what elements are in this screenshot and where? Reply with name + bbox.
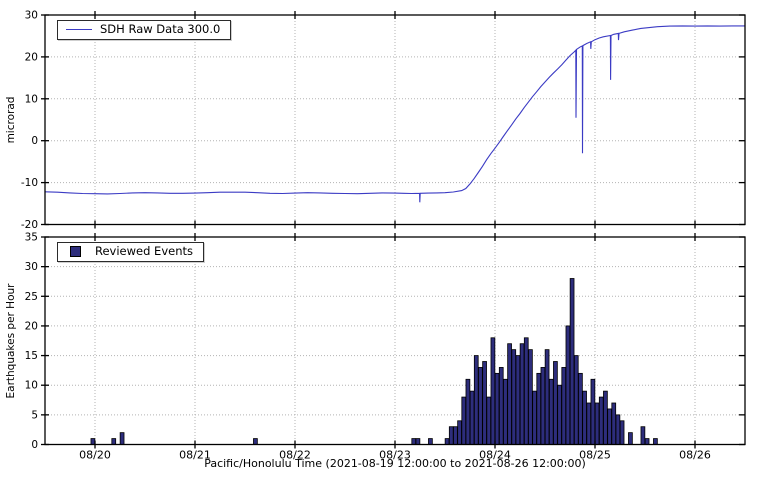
y-tick-label: 5 bbox=[31, 409, 38, 421]
event-bar bbox=[453, 426, 458, 445]
event-bar bbox=[565, 325, 571, 445]
y-tick-label: 10 bbox=[25, 93, 38, 105]
event-bar bbox=[511, 349, 517, 445]
legend-reviewed-events: Reviewed Events bbox=[57, 242, 204, 262]
legend-events-label: Reviewed Events bbox=[95, 244, 193, 258]
event-bar bbox=[411, 438, 417, 445]
y-tick-label: 15 bbox=[25, 350, 38, 362]
x-axis-label: Pacific/Honolulu Time (2021-08-19 12:00:… bbox=[204, 457, 586, 470]
event-bar bbox=[444, 438, 450, 445]
event-bar bbox=[557, 384, 562, 445]
event-bar bbox=[628, 432, 633, 445]
axes-box bbox=[44, 236, 746, 446]
event-bar bbox=[507, 343, 512, 445]
event-bar bbox=[603, 390, 608, 445]
event-bar bbox=[486, 396, 492, 445]
event-bar bbox=[619, 420, 625, 445]
event-bar bbox=[615, 414, 621, 445]
event-bar bbox=[644, 438, 650, 445]
event-bar bbox=[515, 355, 521, 445]
event-bar bbox=[253, 438, 258, 445]
x-tick-label: 08/24 bbox=[479, 449, 511, 462]
event-bar bbox=[90, 438, 96, 445]
event-bar bbox=[461, 396, 467, 445]
y-tick-label: 30 bbox=[25, 261, 38, 273]
event-bar bbox=[553, 361, 558, 445]
event-bar bbox=[503, 378, 508, 445]
event-bar bbox=[490, 337, 496, 445]
legend-sdh-label: SDH Raw Data 300.0 bbox=[100, 22, 221, 36]
event-bar bbox=[465, 378, 471, 445]
event-bar bbox=[428, 438, 433, 445]
event-bar bbox=[119, 432, 125, 445]
x-tick-label: 08/23 bbox=[379, 449, 411, 462]
x-tick-label: 08/22 bbox=[279, 449, 311, 462]
y-tick-label: 10 bbox=[25, 380, 38, 392]
event-bar bbox=[532, 390, 537, 445]
event-bar bbox=[590, 378, 596, 445]
event-bar bbox=[569, 278, 575, 445]
event-bar bbox=[573, 355, 579, 445]
y-tick-label: 0 bbox=[31, 439, 38, 451]
event-bar bbox=[111, 438, 117, 445]
y-axis-label-microrad: microrad bbox=[5, 96, 17, 144]
x-tick-label: 08/21 bbox=[179, 449, 211, 462]
square-swatch-icon bbox=[70, 246, 81, 258]
y-tick-label: 30 bbox=[25, 10, 38, 22]
y-tick-label: 0 bbox=[31, 135, 38, 147]
event-bar bbox=[578, 372, 583, 445]
event-bar bbox=[528, 349, 533, 445]
y-axis-label-earthquakes-per-hour: Earthquakes per Hour bbox=[5, 283, 17, 399]
event-bar bbox=[598, 396, 604, 445]
event-bar bbox=[415, 438, 421, 445]
event-bar bbox=[482, 361, 487, 445]
x-tick-label: 08/25 bbox=[579, 449, 611, 462]
y-tick-label: 35 bbox=[25, 232, 38, 244]
event-bar bbox=[586, 402, 592, 445]
event-bar bbox=[473, 355, 479, 445]
event-bar bbox=[478, 367, 483, 445]
event-bar bbox=[640, 426, 646, 445]
event-bar bbox=[607, 408, 612, 445]
strain-line bbox=[44, 25, 745, 203]
event-bar bbox=[448, 426, 454, 445]
event-bar bbox=[540, 367, 546, 445]
line-swatch-icon bbox=[66, 29, 92, 31]
event-bar bbox=[536, 372, 542, 445]
y-tick-label: 20 bbox=[25, 51, 38, 63]
event-bar bbox=[653, 438, 658, 445]
x-tick-label: 08/26 bbox=[679, 449, 711, 462]
y-tick-label: -20 bbox=[21, 219, 38, 231]
event-bar bbox=[544, 349, 550, 445]
y-tick-label: 25 bbox=[25, 291, 38, 303]
event-bar bbox=[494, 372, 500, 445]
x-tick-label: 08/20 bbox=[79, 449, 111, 462]
event-bar bbox=[498, 367, 504, 445]
event-bar bbox=[469, 390, 475, 445]
event-bar bbox=[561, 367, 567, 445]
y-tick-label: 20 bbox=[25, 320, 38, 332]
event-bar bbox=[582, 390, 587, 445]
y-tick-label: -10 bbox=[21, 177, 38, 189]
event-bar bbox=[457, 420, 462, 445]
event-bar bbox=[611, 402, 617, 445]
event-bar bbox=[594, 402, 600, 445]
legend-sdh-raw-data: SDH Raw Data 300.0 bbox=[57, 20, 232, 40]
event-bar bbox=[519, 343, 525, 445]
event-bar bbox=[548, 378, 554, 445]
event-bar bbox=[523, 337, 529, 445]
